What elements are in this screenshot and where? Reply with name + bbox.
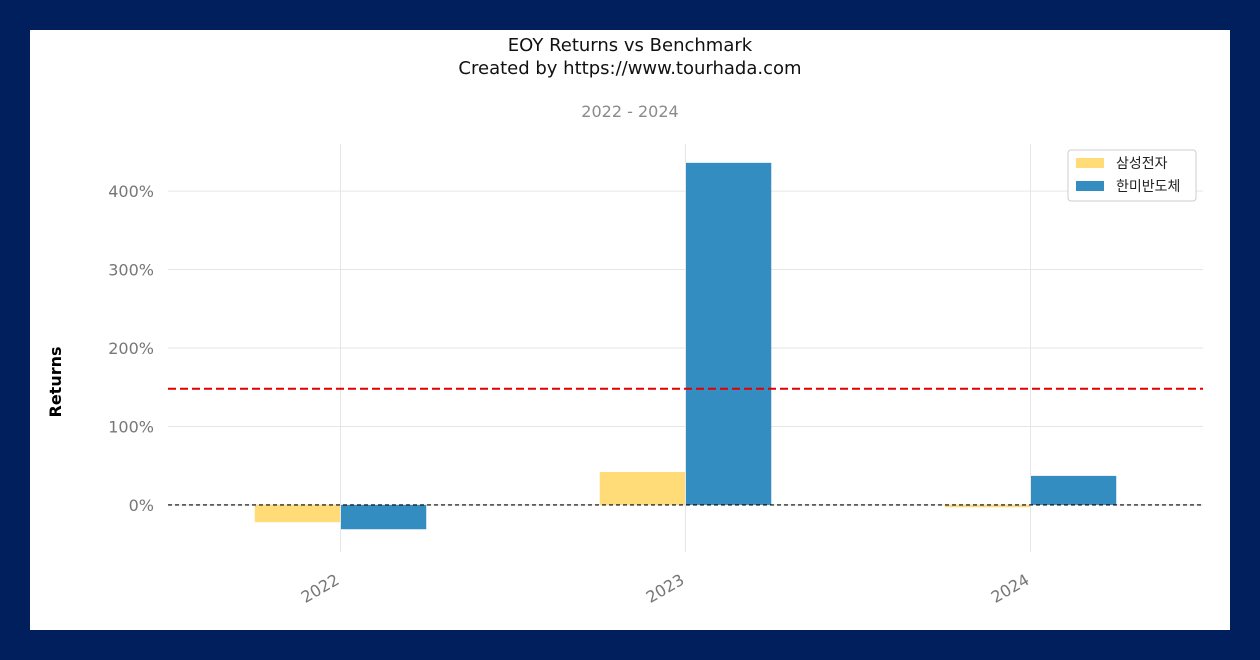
x-tick-label: 2024 <box>988 570 1033 607</box>
chart-title: EOY Returns vs Benchmark <box>508 35 753 56</box>
x-tick-label: 2022 <box>298 570 343 607</box>
y-axis-label: Returns <box>46 346 65 417</box>
legend-swatch <box>1076 181 1104 191</box>
reference-lines <box>168 387 1203 506</box>
y-tick-label: 100% <box>108 417 154 436</box>
bar-series2-2024 <box>1031 475 1117 505</box>
bar-series1-2024 <box>944 504 1030 508</box>
y-tick-label: 400% <box>108 182 154 201</box>
bar-series2-2023 <box>686 162 772 505</box>
bars <box>254 162 1117 530</box>
bar-series1-2023 <box>599 471 685 505</box>
axis-ticks: 0% 100% 200% 300% 400% 2022 2023 2024 <box>108 182 1032 607</box>
chart-period: 2022 - 2024 <box>581 102 678 121</box>
eoy-returns-chart: EOY Returns vs Benchmark Created by http… <box>46 35 1203 607</box>
x-tick-label: 2023 <box>643 570 688 607</box>
legend-label: 한미반도체 <box>1116 179 1180 195</box>
y-tick-label: 0% <box>129 496 154 515</box>
chart-subtitle: Created by https://www.tourhada.com <box>458 58 801 79</box>
chart-frame: EOY Returns vs Benchmark Created by http… <box>30 30 1230 630</box>
y-tick-label: 200% <box>108 339 154 358</box>
bar-series1-2022 <box>254 504 340 523</box>
legend-swatch <box>1076 158 1104 168</box>
y-tick-label: 300% <box>108 261 154 280</box>
bar-series2-2022 <box>341 504 427 530</box>
legend-label: 삼성전자 <box>1116 156 1168 172</box>
